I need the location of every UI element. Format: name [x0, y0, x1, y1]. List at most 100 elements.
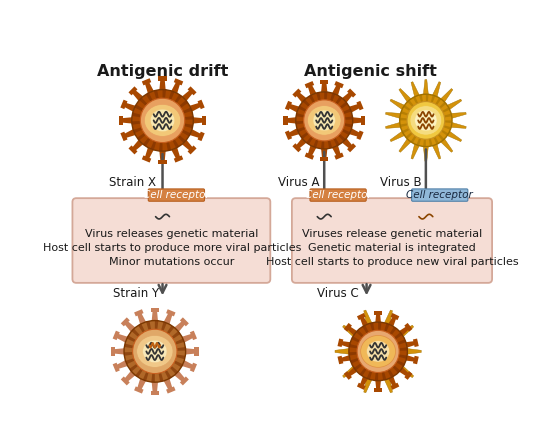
Polygon shape [423, 144, 428, 161]
Text: Strain X: Strain X [109, 176, 156, 189]
Polygon shape [119, 116, 123, 125]
Wedge shape [296, 113, 304, 117]
Polygon shape [172, 82, 180, 93]
Polygon shape [122, 117, 132, 124]
Wedge shape [350, 358, 359, 364]
Wedge shape [370, 323, 375, 331]
Polygon shape [190, 363, 197, 372]
Wedge shape [166, 142, 171, 151]
Circle shape [133, 329, 177, 373]
Polygon shape [129, 146, 138, 154]
Wedge shape [183, 108, 192, 113]
Polygon shape [348, 368, 357, 376]
Polygon shape [160, 80, 166, 89]
Polygon shape [432, 82, 441, 99]
Wedge shape [412, 97, 418, 104]
Ellipse shape [136, 336, 173, 368]
Wedge shape [138, 324, 145, 333]
Wedge shape [146, 93, 153, 102]
Polygon shape [145, 148, 153, 159]
Polygon shape [398, 365, 414, 378]
Wedge shape [151, 373, 155, 382]
Polygon shape [283, 116, 288, 125]
Polygon shape [349, 104, 360, 113]
Polygon shape [174, 78, 183, 85]
Polygon shape [308, 146, 316, 156]
Polygon shape [151, 391, 159, 395]
Polygon shape [124, 103, 135, 112]
Wedge shape [397, 339, 406, 345]
Wedge shape [343, 109, 351, 114]
Circle shape [140, 98, 185, 142]
Polygon shape [445, 130, 461, 142]
Polygon shape [166, 309, 175, 316]
Wedge shape [441, 130, 449, 136]
Polygon shape [190, 331, 197, 340]
Wedge shape [131, 329, 140, 337]
Wedge shape [378, 322, 382, 331]
Ellipse shape [150, 109, 175, 132]
Polygon shape [413, 356, 419, 364]
Polygon shape [356, 101, 364, 110]
Wedge shape [396, 360, 405, 367]
Polygon shape [158, 160, 167, 164]
Wedge shape [399, 347, 408, 351]
Polygon shape [180, 317, 189, 326]
Wedge shape [298, 105, 307, 112]
Wedge shape [382, 372, 386, 380]
Polygon shape [344, 323, 352, 332]
Polygon shape [364, 310, 373, 327]
Polygon shape [375, 311, 382, 315]
Wedge shape [444, 113, 452, 117]
Polygon shape [182, 360, 194, 369]
Polygon shape [182, 140, 193, 151]
Wedge shape [124, 352, 133, 356]
FancyBboxPatch shape [292, 198, 492, 283]
Polygon shape [289, 129, 299, 137]
Polygon shape [188, 146, 196, 154]
Wedge shape [338, 134, 346, 142]
Text: Virus C: Virus C [317, 287, 359, 300]
Circle shape [124, 320, 186, 382]
Wedge shape [435, 98, 441, 105]
Polygon shape [390, 313, 399, 320]
Text: Virus A: Virus A [278, 176, 320, 189]
Polygon shape [347, 89, 356, 97]
Wedge shape [429, 138, 433, 146]
Polygon shape [121, 376, 130, 385]
Polygon shape [375, 314, 381, 322]
Wedge shape [408, 100, 414, 107]
Polygon shape [160, 151, 166, 161]
Polygon shape [386, 113, 403, 119]
Polygon shape [320, 80, 328, 84]
Polygon shape [182, 90, 193, 101]
Polygon shape [390, 383, 399, 390]
Wedge shape [416, 138, 421, 146]
Wedge shape [159, 142, 163, 151]
Wedge shape [387, 369, 394, 378]
Polygon shape [398, 325, 414, 338]
Circle shape [357, 330, 399, 372]
Polygon shape [375, 380, 381, 389]
Polygon shape [132, 140, 143, 151]
Polygon shape [114, 348, 124, 355]
Polygon shape [356, 130, 364, 140]
Wedge shape [349, 352, 358, 356]
Text: Strain Y: Strain Y [113, 287, 159, 300]
Polygon shape [343, 325, 358, 338]
Wedge shape [394, 332, 402, 340]
Wedge shape [367, 371, 372, 380]
Wedge shape [399, 354, 407, 359]
Polygon shape [287, 117, 296, 124]
Wedge shape [309, 95, 315, 103]
Polygon shape [383, 310, 393, 327]
Wedge shape [132, 113, 141, 117]
Polygon shape [305, 153, 314, 160]
Polygon shape [124, 321, 135, 332]
Polygon shape [197, 132, 205, 141]
Polygon shape [334, 81, 344, 88]
Polygon shape [390, 99, 406, 111]
Polygon shape [361, 116, 365, 125]
Wedge shape [164, 370, 172, 379]
Wedge shape [163, 89, 166, 98]
